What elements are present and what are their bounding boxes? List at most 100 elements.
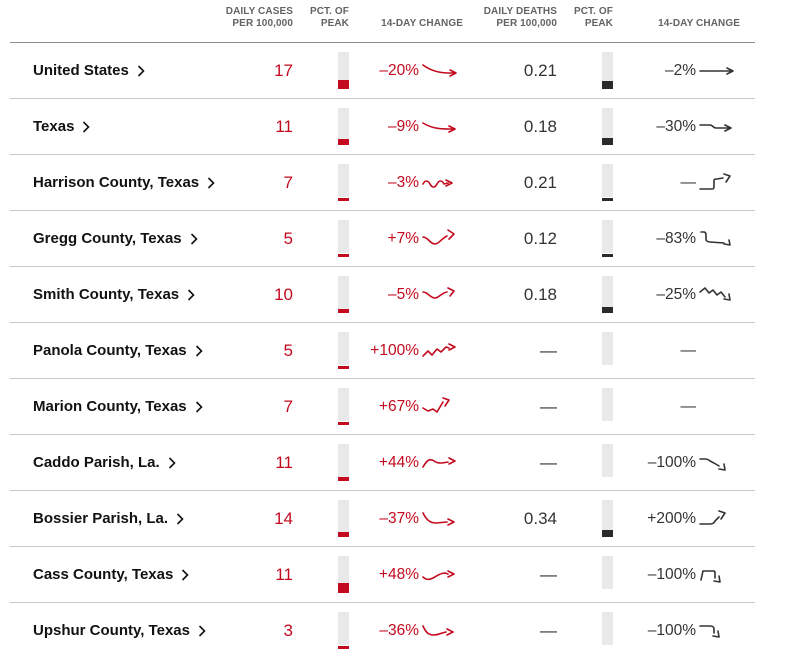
header-line: DAILY DEATHS [483, 6, 557, 17]
daily-deaths-value: 0.18 [523, 116, 557, 136]
location-cell[interactable]: Cass County, Texas [10, 566, 225, 583]
header-line: PER 100,000 [496, 18, 557, 29]
cases-change-label: +100% [370, 341, 419, 359]
location-label[interactable]: Marion County, Texas [33, 398, 187, 415]
table-row[interactable]: Bossier Parish, La. 14 –37% 0.34 +200% [10, 491, 755, 547]
daily-deaths-value: 0.18 [523, 284, 557, 304]
header-line: PER 100,000 [232, 18, 293, 29]
daily-deaths-value: 0.21 [523, 172, 557, 192]
daily-deaths-value: — [540, 620, 557, 640]
deaths-peak-chart [557, 443, 617, 482]
location-cell[interactable]: Caddo Parish, La. [10, 454, 225, 471]
location-cell[interactable]: Texas [10, 118, 225, 135]
deaths-14day-change: — [617, 172, 755, 194]
col-header-location [10, 30, 225, 42]
location-label[interactable]: Bossier Parish, La. [33, 510, 169, 527]
table-row[interactable]: Panola County, Texas 5 +100% — — [10, 323, 755, 379]
deaths-change-label: –100% [647, 621, 696, 639]
header-line: 14-DAY CHANGE [381, 18, 463, 29]
deaths-peak-chart [557, 331, 617, 370]
col-header-cases-pct-of-peak: PCT. OF PEAK [293, 6, 353, 42]
chevron-right-icon [168, 456, 176, 469]
table-row[interactable]: Cass County, Texas 11 +48% — –100% [10, 547, 755, 603]
deaths-change-label: — [680, 341, 697, 359]
peak-bar [602, 499, 613, 533]
table-row[interactable]: Upshur County, Texas 3 –36% — –100% [10, 603, 755, 651]
peak-chart-frame [338, 443, 349, 482]
peak-bar [602, 275, 613, 309]
location-label[interactable]: Cass County, Texas [33, 566, 174, 583]
cases-peak-chart [293, 331, 353, 370]
location-label[interactable]: Caddo Parish, La. [33, 454, 160, 471]
location-label[interactable]: Upshur County, Texas [33, 622, 190, 639]
location-label[interactable]: Texas [33, 118, 75, 135]
cases-14day-change: +7% [353, 228, 463, 250]
daily-deaths-value: — [540, 452, 557, 472]
peak-chart-frame [338, 331, 349, 370]
table-row[interactable]: Harrison County, Texas 7 –3% 0.21 — [10, 155, 755, 211]
deaths-change-label: –30% [656, 117, 696, 135]
location-cell[interactable]: Smith County, Texas [10, 286, 225, 303]
daily-deaths-value: 0.12 [523, 228, 557, 248]
table-row[interactable]: Caddo Parish, La. 11 +44% — –100% [10, 435, 755, 491]
col-header-daily-deaths: DAILY DEATHS PER 100,000 [463, 6, 557, 42]
deaths-14day-change: –100% [617, 452, 755, 474]
chevron-right-icon [195, 344, 203, 357]
cases-change-label: –5% [387, 285, 419, 303]
deaths-change-label: –100% [647, 565, 696, 583]
peak-bar [338, 275, 349, 309]
cases-14day-change: +67% [353, 396, 463, 418]
peak-bar [602, 107, 613, 141]
peak-bar [602, 555, 613, 589]
cases-sparkline [422, 178, 453, 188]
cases-14day-change: –20% [353, 60, 463, 82]
chevron-right-icon [188, 288, 195, 301]
deaths-14day-change: –100% [617, 620, 755, 642]
table-row[interactable]: Gregg County, Texas 5 +7% 0.12 –83% [10, 211, 755, 267]
peak-chart-frame [338, 163, 349, 202]
location-label[interactable]: Gregg County, Texas [33, 230, 182, 247]
deaths-peak-mark [602, 529, 613, 537]
peak-chart-frame [602, 107, 613, 146]
deaths-peak-mark [602, 306, 613, 313]
peak-bar [602, 611, 613, 645]
peak-bar [338, 331, 349, 365]
location-cell[interactable]: Upshur County, Texas [10, 622, 225, 639]
deaths-sparkline [699, 172, 731, 190]
cases-14day-change: –3% [353, 172, 463, 194]
peak-bar [602, 331, 613, 365]
location-cell[interactable]: Marion County, Texas [10, 398, 225, 415]
cases-sparkline [422, 63, 457, 77]
location-label[interactable]: Harrison County, Texas [33, 174, 200, 191]
peak-bar [602, 163, 613, 197]
header-line: PEAK [320, 18, 349, 29]
location-cell[interactable]: United States [10, 62, 225, 79]
cases-peak-chart [293, 219, 353, 258]
cases-14day-change: +48% [353, 564, 463, 586]
location-cell[interactable]: Panola County, Texas [10, 342, 225, 359]
deaths-peak-mark [602, 80, 613, 89]
cases-sparkline [422, 228, 455, 245]
daily-deaths-value: 0.34 [523, 508, 557, 528]
deaths-peak-chart [557, 107, 617, 146]
location-label[interactable]: United States [33, 62, 129, 79]
location-label[interactable]: Panola County, Texas [33, 342, 187, 359]
daily-cases-value: 11 [275, 452, 293, 472]
location-cell[interactable]: Harrison County, Texas [10, 174, 225, 191]
table-row[interactable]: Marion County, Texas 7 +67% — — [10, 379, 755, 435]
table-row[interactable]: Texas 11 –9% 0.18 –30% [10, 99, 755, 155]
cases-peak-chart [293, 555, 353, 594]
location-cell[interactable]: Bossier Parish, La. [10, 510, 225, 527]
peak-chart-frame [338, 555, 349, 594]
table-row[interactable]: United States 17 –20% 0.21 –2% [10, 43, 755, 99]
table-row[interactable]: Smith County, Texas 10 –5% 0.18 –25% [10, 267, 755, 323]
location-label[interactable]: Smith County, Texas [33, 286, 180, 303]
peak-chart-frame [338, 51, 349, 90]
cases-sparkline [422, 342, 456, 357]
location-cell[interactable]: Gregg County, Texas [10, 230, 225, 247]
cases-peak-chart [293, 387, 353, 426]
peak-chart-frame [338, 219, 349, 258]
peak-chart-frame [338, 611, 349, 650]
daily-cases-value: 5 [283, 228, 293, 248]
deaths-sparkline [699, 509, 726, 525]
